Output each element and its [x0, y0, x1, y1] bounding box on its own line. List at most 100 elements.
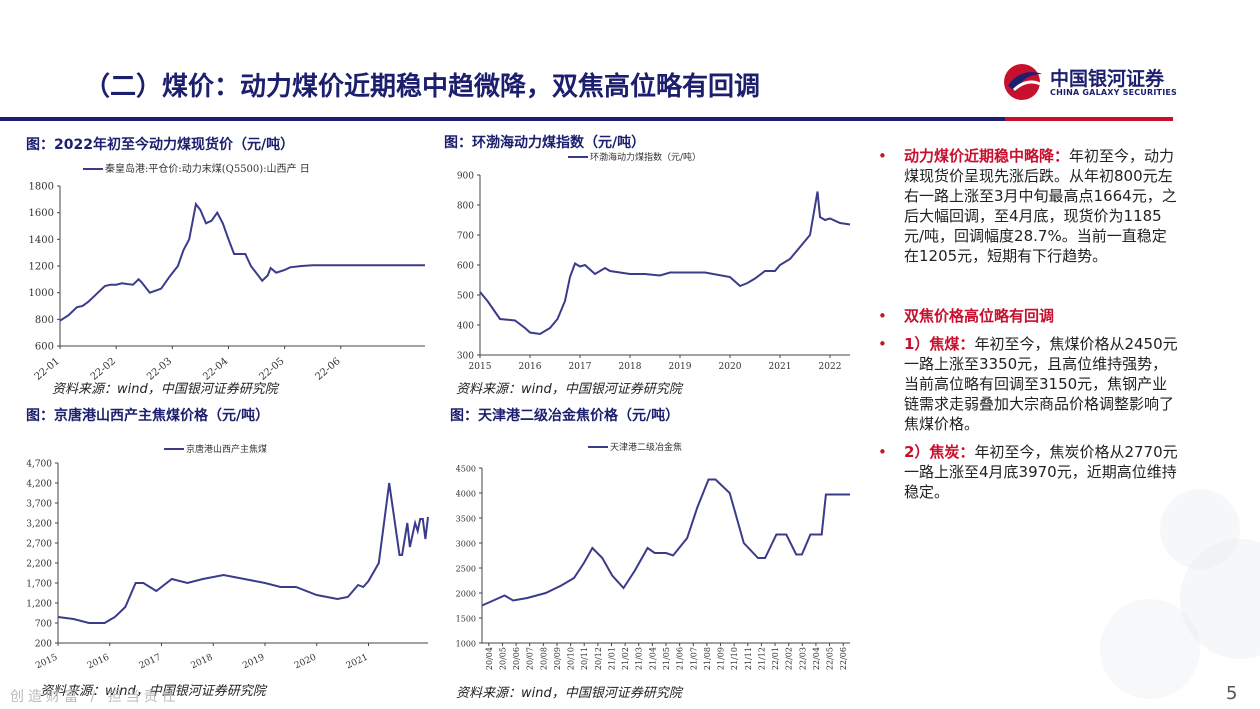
x-tick-label: 2018 [190, 653, 215, 672]
company-logo: 中国银河证券 CHINA GALAXY SECURITIES [1002, 62, 1182, 102]
y-tick-label: 900 [457, 172, 474, 182]
legend-label: 秦皇岛港:平仓价:动力末煤(Q5500):山西产 日 [105, 162, 310, 175]
y-tick-label: 4000 [456, 490, 476, 499]
chart3-source: 资料来源：wind，中国银河证券研究院 [40, 684, 266, 699]
x-tick-label: 2018 [619, 362, 642, 372]
y-tick-label: 3000 [456, 540, 476, 549]
y-tick-label: 2,200 [26, 560, 52, 570]
y-tick-label: 1,700 [26, 580, 52, 590]
y-tick-label: 500 [457, 292, 474, 302]
x-tick-label: 2020 [719, 362, 742, 372]
y-tick-label: 1500 [456, 615, 476, 624]
chart1-source: 资料来源：wind，中国银河证券研究院 [52, 382, 278, 397]
x-tick-label: 2021 [769, 362, 792, 372]
decorative-dots [1100, 489, 1260, 699]
y-tick-label: 1000 [29, 288, 54, 299]
commentary-panel: • 动力煤价近期稳中略降：年初至今，动力煤现货价呈现先涨后跌。从年初800元左右… [878, 146, 1178, 510]
header-rule-red [1005, 117, 1173, 121]
x-tick-label: 2017 [138, 653, 163, 672]
x-tick-label: 21/10 [730, 647, 739, 670]
x-tick-label: 20/12 [594, 647, 603, 670]
bullet-coking-coal: • 1）焦煤：年初至今，焦煤价格从2450元一路上涨至3350元，且高位维持强势… [878, 334, 1178, 434]
series-line [479, 191, 851, 336]
galaxy-logo-icon [1004, 64, 1042, 100]
legend-label: 天津港二级冶金焦 [610, 441, 682, 453]
header-rule-blue [0, 117, 1005, 121]
y-tick-label: 2000 [456, 590, 476, 599]
bullet-dot: • [878, 307, 887, 325]
y-tick-label: 1200 [29, 262, 54, 273]
page-number: 5 [1226, 683, 1238, 704]
bullet-dot: • [878, 335, 887, 353]
chart-met-coke: 1000 1500 2000 2500 3000 3500 4000 4500 20/04 20/… [456, 441, 850, 670]
x-tick-label: 21/01 [607, 647, 616, 670]
bullet-label: 1）焦煤： [904, 335, 975, 353]
chart2-title: 图：环渤海动力煤指数（元/吨） [444, 135, 646, 151]
y-tick-label: 4500 [456, 465, 476, 474]
y-tick-label: 600 [35, 342, 54, 353]
x-tick-label: 2021 [345, 653, 370, 672]
legend-label: 京唐港山西产主焦煤 [186, 443, 267, 455]
y-tick-label: 1000 [456, 640, 476, 649]
x-tick-label: 22/04 [812, 647, 821, 670]
y-tick-label: 600 [457, 262, 474, 272]
bullet-text: 年初至今，动力煤现货价呈现先涨后跌。从年初800元左右一路上涨至3月中旬最高点1… [904, 147, 1177, 265]
bullet-dot: • [878, 147, 887, 165]
x-tick-label: 21/03 [635, 647, 644, 670]
x-tick-label: 21/08 [703, 647, 712, 670]
x-tick-label: 21/07 [689, 647, 698, 670]
y-tick-label: 3,700 [26, 500, 52, 510]
y-tick-label: 1,200 [26, 600, 52, 610]
chart3-title: 图：京唐港山西产主焦煤价格（元/吨） [26, 408, 270, 424]
x-tick-label: 20/08 [539, 647, 548, 670]
x-tick-label: 21/02 [621, 647, 630, 670]
x-tick-label: 20/10 [567, 647, 576, 670]
y-tick-label: 1800 [29, 182, 54, 193]
y-tick-label: 3,200 [26, 520, 52, 530]
x-tick-label: 2015 [469, 362, 492, 372]
chart-coking-coal: 200 700 1,200 1,700 2,200 2,700 3,200 3,700 4,20… [26, 443, 429, 672]
bullet-thermal-coal: • 动力煤价近期稳中略降：年初至今，动力煤现货价呈现先涨后跌。从年初800元左右… [878, 146, 1178, 266]
series-line [481, 478, 850, 607]
x-tick-label: 21/05 [662, 647, 671, 670]
x-tick-label: 2015 [34, 653, 59, 672]
y-tick-label: 700 [457, 232, 474, 242]
x-tick-label: 21/12 [757, 647, 766, 670]
series-line [59, 201, 425, 322]
legend-label: 环渤海动力煤指数（元/吨） [590, 151, 701, 163]
x-tick-label: 2020 [293, 653, 318, 672]
x-tick-label: 20/09 [553, 647, 562, 670]
bullet-label: 双焦价格高位略有回调 [904, 307, 1055, 325]
chart-bohai-index: 300 400 500 600 700 800 900 2015 2016 2017 2018 201… [457, 151, 851, 372]
chart1-title: 图：2022年初至今动力煤现货价（元/吨） [26, 137, 295, 153]
y-tick-label: 3500 [456, 515, 476, 524]
chart4-source: 资料来源：wind，中国银河证券研究院 [456, 686, 682, 701]
logo-text-en: CHINA GALAXY SECURITIES [1050, 88, 1177, 97]
x-tick-label: 22/01 [771, 647, 780, 670]
y-tick-label: 200 [35, 640, 52, 650]
x-tick-label: 2016 [519, 362, 542, 372]
logo-text-cn: 中国银河证券 [1050, 68, 1165, 90]
x-tick-label: 22-06 [314, 356, 343, 383]
series-line [57, 482, 429, 624]
bullet-text: 年初至今，焦炭价格从2770元一路上涨至4月底3970元，近期高位维持稳定。 [904, 443, 1178, 501]
bullet-label: 2）焦炭： [904, 443, 975, 461]
chart4-title: 图：天津港二级冶金焦价格（元/吨） [450, 408, 680, 424]
x-tick-label: 22/06 [839, 647, 848, 670]
x-tick-label: 2016 [86, 653, 111, 672]
page-title: （二）煤价：动力煤价近期稳中趋微降，双焦高位略有回调 [84, 72, 761, 102]
bullet-coke: • 2）焦炭：年初至今，焦炭价格从2770元一路上涨至4月底3970元，近期高位… [878, 442, 1178, 502]
x-tick-label: 20/05 [498, 647, 507, 670]
x-tick-label: 22/03 [798, 647, 807, 670]
x-tick-label: 21/06 [676, 647, 685, 670]
x-tick-label: 2017 [569, 362, 592, 372]
x-tick-label: 20/07 [526, 647, 535, 670]
bullet-double-coke: • 双焦价格高位略有回调 [878, 306, 1178, 326]
x-tick-label: 20/11 [580, 647, 589, 670]
y-tick-label: 1400 [29, 235, 54, 246]
y-tick-label: 4,200 [26, 480, 52, 490]
x-tick-label: 2019 [669, 362, 692, 372]
bullet-label: 动力煤价近期稳中略降： [904, 147, 1070, 165]
bullet-text: 年初至今，焦煤价格从2450元一路上涨至3350元，且高位维持强势，当前高位略有… [904, 335, 1178, 433]
